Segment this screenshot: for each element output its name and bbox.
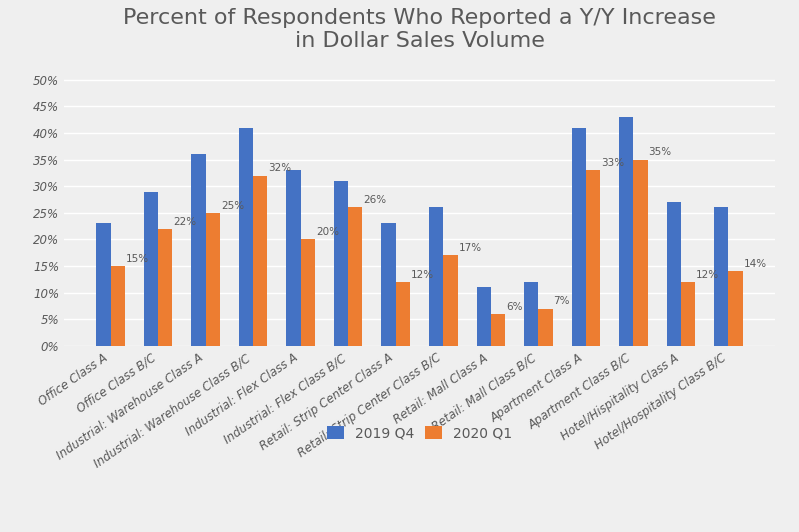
- Text: 26%: 26%: [364, 195, 387, 205]
- Bar: [396, 282, 410, 346]
- Text: 15%: 15%: [125, 254, 149, 264]
- Text: 6%: 6%: [506, 302, 523, 312]
- Bar: [714, 207, 729, 346]
- Bar: [300, 239, 315, 346]
- Bar: [253, 176, 268, 346]
- Bar: [381, 223, 396, 346]
- Bar: [110, 266, 125, 346]
- Bar: [334, 181, 348, 346]
- Bar: [681, 282, 695, 346]
- Text: 33%: 33%: [601, 158, 624, 168]
- Text: 35%: 35%: [649, 147, 672, 157]
- Bar: [619, 117, 634, 346]
- Text: 20%: 20%: [316, 227, 339, 237]
- Bar: [634, 160, 648, 346]
- Bar: [144, 192, 158, 346]
- Bar: [476, 287, 491, 346]
- Text: 12%: 12%: [696, 270, 719, 280]
- Text: 32%: 32%: [268, 163, 292, 173]
- Bar: [239, 128, 253, 346]
- Bar: [539, 309, 553, 346]
- Legend: 2019 Q4, 2020 Q1: 2019 Q4, 2020 Q1: [321, 421, 518, 446]
- Bar: [348, 207, 363, 346]
- Bar: [586, 170, 600, 346]
- Text: 25%: 25%: [221, 201, 244, 211]
- Title: Percent of Respondents Who Reported a Y/Y Increase
in Dollar Sales Volume: Percent of Respondents Who Reported a Y/…: [123, 8, 716, 51]
- Bar: [96, 223, 110, 346]
- Bar: [429, 207, 443, 346]
- Bar: [666, 202, 681, 346]
- Bar: [286, 170, 300, 346]
- Bar: [524, 282, 539, 346]
- Text: 7%: 7%: [554, 296, 570, 306]
- Bar: [491, 314, 505, 346]
- Bar: [443, 255, 458, 346]
- Bar: [158, 229, 173, 346]
- Text: 14%: 14%: [744, 259, 767, 269]
- Bar: [571, 128, 586, 346]
- Bar: [191, 154, 205, 346]
- Text: 17%: 17%: [459, 243, 482, 253]
- Text: 12%: 12%: [411, 270, 434, 280]
- Bar: [729, 271, 743, 346]
- Bar: [205, 213, 220, 346]
- Text: 22%: 22%: [173, 217, 197, 227]
